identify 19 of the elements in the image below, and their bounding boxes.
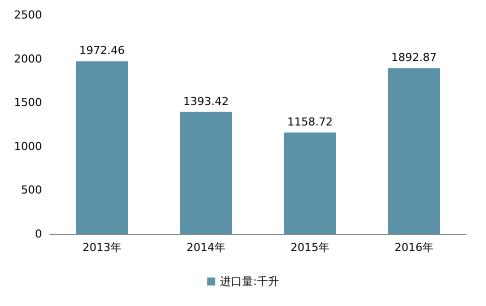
- y-tick-label: 500: [21, 184, 42, 197]
- bar: [284, 132, 336, 234]
- x-tick-label: 2015年: [290, 241, 330, 254]
- x-tick-label: 2013年: [82, 241, 122, 254]
- x-tick-label: 2014年: [186, 241, 226, 254]
- y-tick-label: 1500: [14, 96, 42, 110]
- x-tick-label: 2016年: [394, 241, 434, 254]
- y-tick-label: 1000: [14, 140, 42, 153]
- bar: [180, 112, 232, 234]
- y-tick-label: 0: [35, 228, 42, 240]
- data-label: 1892.87: [391, 51, 437, 64]
- y-tick-label: 2000: [14, 52, 42, 66]
- bar: [388, 68, 440, 234]
- data-label: 1158.72: [287, 115, 333, 128]
- legend-label: 进口量:千升: [220, 275, 279, 288]
- data-label: 1972.46: [79, 44, 125, 58]
- bar: [76, 61, 128, 234]
- data-label: 1393.42: [183, 94, 229, 108]
- y-tick-label: 2500: [14, 8, 42, 22]
